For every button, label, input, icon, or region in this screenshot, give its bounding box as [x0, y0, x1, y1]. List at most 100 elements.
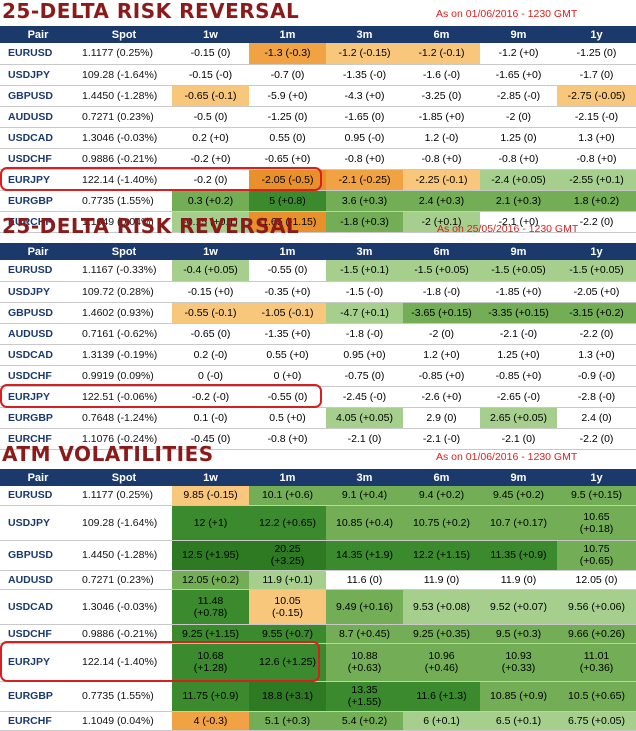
value-text: -1.65 (-1.15) [258, 215, 317, 228]
value-cell: 0.55 (0) [249, 127, 326, 149]
value-cell: -4.7 (+0.1) [326, 302, 403, 324]
value-text: -1.25 (0) [576, 47, 617, 60]
value-cell: 18.8 (+3.1) [249, 681, 326, 712]
value-cell: -1.5 (+0.05) [557, 260, 636, 282]
value-cell: 2.4 (+0.3) [403, 190, 480, 212]
value-text: -0.2 (0) [193, 173, 228, 186]
value-cell: 10.96 (+0.46) [403, 643, 480, 682]
value-cell: 14.35 (+1.9) [326, 540, 403, 571]
pair-cell: USDJPY [0, 505, 76, 541]
value-cell: -2.45 (-0) [326, 386, 403, 408]
value-text: -0.65 (0) [190, 327, 231, 340]
value-cell: -0.45 (0) [172, 428, 249, 450]
spot-cell: 0.7271 (0.23%) [76, 570, 172, 590]
value-text: 5 (+0.8) [269, 194, 306, 207]
spot-cell: 109.28 (-1.64%) [76, 505, 172, 541]
table-row: USDCAD 1.3046 (-0.03%) 0.2 (+0) 0.55 (0) 0.9… [0, 127, 636, 149]
value-cell: -2.6 (+0) [403, 386, 480, 408]
pair-cell: EURUSD [0, 260, 76, 282]
pair-cell: USDJPY [0, 281, 76, 303]
value-cell: -2 (+0.1) [403, 211, 480, 233]
value-cell: 4.05 (+0.05) [326, 407, 403, 429]
value-text: 14.35 (+1.9) [336, 549, 393, 561]
value-cell: -0.15 (+0.1) [172, 211, 249, 233]
value-cell: -2.1 (0) [480, 428, 557, 450]
value-text: -2.4 (+0.05) [491, 173, 546, 186]
value-text: 10.75 (+0.2) [413, 516, 470, 529]
value-cell: -0.65 (+0) [249, 148, 326, 170]
value-cell: -2.4 (+0.05) [480, 169, 557, 191]
value-cell: -0.8 (+0) [557, 148, 636, 170]
spot-cell: 0.9919 (0.09%) [76, 365, 172, 387]
spot-cell: 1.4602 (0.93%) [76, 302, 172, 324]
value-text: 1.3 (+0) [578, 131, 615, 144]
spot-cell: 122.51 (-0.06%) [76, 386, 172, 408]
value-cell: -2.2 (0) [557, 211, 636, 233]
column-header: Pair [0, 26, 76, 43]
value-cell: 1.25 (0) [480, 127, 557, 149]
value-cell: -2 (0) [480, 106, 557, 128]
column-header: 1y [557, 26, 636, 43]
as-of-timestamp: As on 01/06/2016 - 1230 GMT [436, 8, 578, 20]
value-cell: 11.9 (+0.1) [249, 570, 326, 590]
value-change-text: (+0.18) [579, 522, 614, 535]
value-text: 9.49 (+0.16) [336, 600, 393, 613]
value-cell: 10.1 (+0.6) [249, 486, 326, 506]
table-row: USDCAD 1.3046 (-0.03%) 11.48 (+0.78) 10.05 (-… [0, 589, 636, 625]
value-cell: 6.5 (+0.1) [480, 711, 557, 731]
column-header: Spot [76, 26, 172, 43]
value-cell: -0.8 (+0) [249, 428, 326, 450]
table-row: EURCHF 1.1076 (-0.24%) -0.45 (0) -0.8 (+0) -… [0, 428, 636, 450]
value-text: -1.5 (+0.05) [414, 264, 469, 277]
value-cell: 9.56 (+0.06) [557, 589, 636, 625]
value-cell: -1.6 (-0) [403, 64, 480, 86]
as-of-timestamp: As on 01/06/2016 - 1230 GMT [436, 451, 578, 463]
column-header: 1w [172, 469, 249, 486]
value-text: 0.2 (-0) [193, 348, 228, 361]
value-text: 1.25 (+0) [497, 348, 540, 361]
pair-cell: EURGBP [0, 407, 76, 429]
table-row: USDJPY 109.28 (-1.64%) 12 (+1) 12.2 (+0.65)… [0, 505, 636, 541]
spot-cell: 0.9886 (-0.21%) [76, 148, 172, 170]
value-text: -0.15 (+0) [187, 285, 234, 298]
table-row: EURCHF 1.1049 (0.04%) -0.15 (+0.1) -1.65 (-… [0, 211, 636, 233]
value-text: 9.25 (+0.35) [413, 627, 470, 640]
pair-cell: AUDUSD [0, 106, 76, 128]
value-cell: 12.6 (+1.25) [249, 643, 326, 682]
column-header: 9m [480, 469, 557, 486]
value-cell: 8.7 (+0.45) [326, 624, 403, 644]
value-text: -2.1 (-0) [499, 327, 538, 340]
table-row: USDJPY 109.28 (-1.64%) -0.15 (-0) -0.7 (0) -… [0, 64, 636, 86]
value-cell: -2.1 (-0) [403, 428, 480, 450]
table-row: EURGBP 0.7735 (1.55%) 11.75 (+0.9) 18.8 (+3… [0, 681, 636, 712]
value-cell: -1.35 (-0) [326, 64, 403, 86]
value-cell: -1.8 (-0) [403, 281, 480, 303]
value-cell: 3.6 (+0.3) [326, 190, 403, 212]
value-text: -0.15 (+0.1) [183, 215, 238, 228]
value-text: 1.2 (-0) [424, 131, 459, 144]
value-cell: -1.2 (+0) [480, 43, 557, 65]
value-text: 9.4 (+0.2) [418, 489, 465, 502]
value-cell: 9.53 (+0.08) [403, 589, 480, 625]
value-cell: -0.55 (-0.1) [172, 302, 249, 324]
column-header: 1m [249, 26, 326, 43]
table-row: EURJPY 122.14 (-1.40%) -0.2 (0) -2.05 (-0.5… [0, 169, 636, 191]
value-cell: 10.85 (+0.4) [326, 505, 403, 541]
value-cell: 10.75 (+0.2) [403, 505, 480, 541]
value-cell: -0.4 (+0.05) [172, 260, 249, 282]
value-cell: 20.25 (+3.25) [249, 540, 326, 571]
pair-cell: AUDUSD [0, 323, 76, 345]
value-text: 20.25 [274, 543, 301, 555]
value-text: -2.05 (-0.5) [261, 173, 314, 186]
value-text: -0.15 (-0) [188, 68, 233, 81]
column-header: 1m [249, 243, 326, 260]
value-cell: -0.2 (0) [172, 169, 249, 191]
value-cell: -1.5 (+0.1) [326, 260, 403, 282]
as-of-timestamp: As on 25/05/2016 - 1230 GMT [437, 223, 579, 235]
pair-cell: USDCHF [0, 365, 76, 387]
value-text: -1.3 (-0.3) [264, 47, 311, 60]
value-text: -2.1 (-0.25) [338, 173, 391, 186]
value-text: 2.65 (+0.05) [490, 411, 547, 424]
column-header: Spot [76, 469, 172, 486]
spot-cell: 122.14 (-1.40%) [76, 643, 172, 682]
